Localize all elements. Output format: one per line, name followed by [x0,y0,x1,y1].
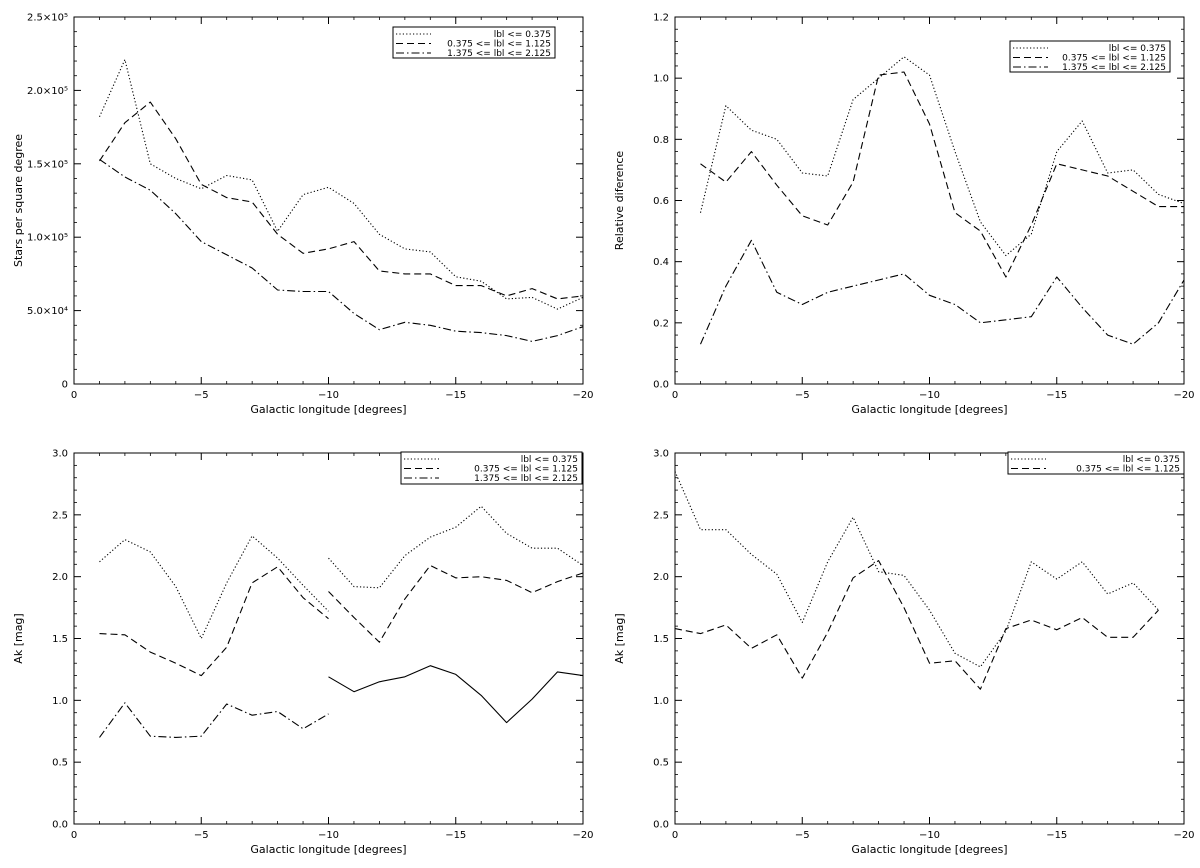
x-tick-label: −20 [572,390,593,401]
x-tick-label: 0 [672,390,678,401]
x-axis-label: Galactic longitude [degrees] [250,843,406,856]
x-tick-label: −20 [572,830,593,841]
x-tick-label: −10 [919,390,940,401]
series-line-dashed-2-1 [674,560,1159,690]
y-tick-label: 2.0×10⁵ [27,86,68,97]
y-tick-label: 3.0 [52,449,68,460]
y-tick-label: 0.6 [653,196,669,207]
y-tick-label: 0.2 [653,318,669,329]
legend-box [392,26,556,59]
y-tick-label: 2.5×10⁵ [27,13,68,24]
y-axis-label: Relative diference [613,151,626,251]
legend-label: lbl <= 0.375 [521,455,578,465]
x-tick-label: −15 [445,390,466,401]
y-tick-label: 5.0×10⁴ [27,306,68,317]
series-line-dotted-1-2 [328,505,584,589]
x-tick-label: 0 [71,830,77,841]
y-axis-label: Stars per square degree [12,134,25,267]
series-line-solid-4-1 [328,665,584,724]
x-tick-label: −20 [1173,830,1194,841]
x-tick-label: −10 [919,830,940,841]
x-tick-label: −10 [318,390,339,401]
series-line-dashed-2-2 [328,564,584,643]
y-tick-label: 2.0 [653,572,669,583]
plot-frame [674,452,1185,825]
y-tick-label: 0.8 [653,135,669,146]
series-line-dashdot-3-1 [99,158,584,342]
plot-frame [73,16,584,385]
y-tick-label: 1.0 [52,696,68,707]
x-tick-label: 0 [71,390,77,401]
y-tick-label: 1.5 [653,634,669,645]
legend-label: lbl <= 0.375 [1109,44,1166,54]
chart-panel-2: 0 −5 −10 −15 −20 0.0 0.2 0.4 0.6 0.8 1.0 1.2 Galacti… [613,13,1195,417]
series-line-dotted-1-1 [98,59,584,310]
y-tick-label: 0.5 [52,758,68,769]
legend-label: 1.375 <= lbl <= 2.125 [1062,63,1166,73]
y-tick-label: 1.5×10⁵ [27,159,68,170]
legend-label: lbl <= 0.375 [1123,455,1180,465]
chart-panel-4: 0 −5 −10 −15 −20 0.0 0.5 1.0 1.5 2.0 2.5 3.0 Galacti… [613,449,1195,857]
legend-label: 0.375 <= lbl <= 1.125 [1076,465,1180,475]
y-tick-label: 0.0 [653,380,669,391]
legend-label: 0.375 <= lbl <= 1.125 [447,40,551,50]
y-tick-label: 3.0 [653,449,669,460]
y-axis-label: Ak [mag] [12,613,25,663]
y-tick-label: 1.5 [52,634,68,645]
plot-frame [73,452,584,825]
series-line-dotted-1-1 [674,471,1159,668]
x-tick-label: −15 [445,830,466,841]
series-line-dotted-1-1 [99,535,329,640]
series-line-dashdot-3-1 [99,702,329,738]
series-line-dashed-2-1 [99,101,584,300]
x-tick-label: 0 [672,830,678,841]
legend-label: 0.375 <= lbl <= 1.125 [1062,54,1166,64]
legend-box [1009,40,1171,73]
legend-label: 1.375 <= lbl <= 2.125 [474,474,578,484]
x-tick-label: −20 [1173,390,1194,401]
y-tick-label: 1.2 [653,13,669,24]
legend-box [1007,451,1185,475]
series-line-dashdot-3-1 [699,239,1185,345]
x-tick-label: −5 [795,830,810,841]
y-tick-label: 1.0 [653,696,669,707]
x-tick-label: −15 [1046,390,1067,401]
series-line-dotted-1-1 [699,56,1185,257]
x-tick-label: −5 [795,390,810,401]
y-tick-label: 0 [62,380,68,391]
x-axis-label: Galactic longitude [degrees] [851,403,1007,416]
y-tick-label: 2.5 [653,510,669,521]
y-tick-label: 0.0 [653,820,669,831]
chart-panel-1: 0 −5 −10 −15 −20 0 5.0×10⁴ 1.0×10⁵ 1.5×10⁵ 2.0×10… [12,13,594,417]
y-tick-label: 0.5 [653,758,669,769]
series-line-dashed-2-1 [700,71,1184,278]
chart-panel-3: 0 −5 −10 −15 −20 0.0 0.5 1.0 1.5 2.0 2.5 3.0 Galacti… [12,449,594,857]
y-tick-label: 0.4 [653,257,669,268]
y-axis-label: Ak [mag] [613,613,626,663]
legend-label: lbl <= 0.375 [494,30,551,40]
legend-label: 1.375 <= lbl <= 2.125 [447,49,551,59]
x-axis-label: Galactic longitude [degrees] [250,403,406,416]
y-tick-label: 2.5 [52,510,68,521]
x-axis-label: Galactic longitude [degrees] [851,843,1007,856]
x-tick-label: −15 [1046,830,1067,841]
x-tick-label: −10 [318,830,339,841]
legend-label: 0.375 <= lbl <= 1.125 [474,465,578,475]
y-tick-label: 1.0 [653,74,669,85]
y-tick-label: 1.0×10⁵ [27,233,68,244]
y-tick-label: 2.0 [52,572,68,583]
x-tick-label: −5 [194,830,209,841]
series-line-dashed-2-1 [99,566,329,677]
y-tick-label: 0.0 [52,820,68,831]
x-tick-label: −5 [194,390,209,401]
